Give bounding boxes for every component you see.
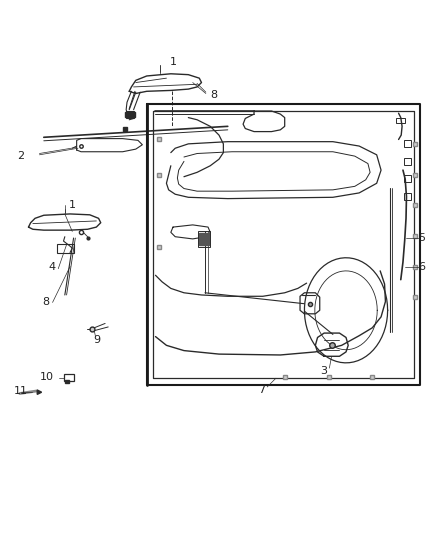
Text: 4: 4 [48, 262, 55, 272]
Bar [198, 231, 210, 247]
Text: 10: 10 [40, 372, 54, 382]
Text: 3: 3 [321, 366, 328, 376]
Bar [404, 193, 411, 200]
Text: 7: 7 [258, 385, 265, 395]
Text: 6: 6 [418, 262, 425, 271]
Text: 9: 9 [94, 335, 101, 345]
Text: 11: 11 [14, 386, 28, 397]
Text: 1: 1 [69, 200, 76, 210]
Bar [126, 111, 134, 118]
Bar [404, 175, 411, 182]
Polygon shape [37, 390, 42, 394]
Bar [65, 380, 69, 383]
Text: 8: 8 [42, 297, 49, 308]
Bar [199, 233, 209, 246]
Bar [57, 244, 74, 253]
Bar [404, 158, 411, 165]
Bar [64, 374, 74, 381]
Text: 1: 1 [170, 56, 177, 67]
Text: 5: 5 [418, 233, 425, 243]
Bar [404, 140, 411, 147]
Bar [125, 112, 135, 117]
Text: 8: 8 [210, 90, 217, 100]
Bar [396, 118, 405, 123]
Text: 2: 2 [18, 151, 25, 161]
